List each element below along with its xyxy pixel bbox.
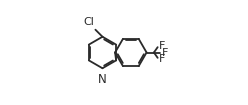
Text: F: F [162, 47, 169, 58]
Text: F: F [158, 41, 165, 51]
Text: Cl: Cl [83, 17, 94, 27]
Text: F: F [158, 54, 165, 64]
Text: N: N [98, 73, 107, 86]
